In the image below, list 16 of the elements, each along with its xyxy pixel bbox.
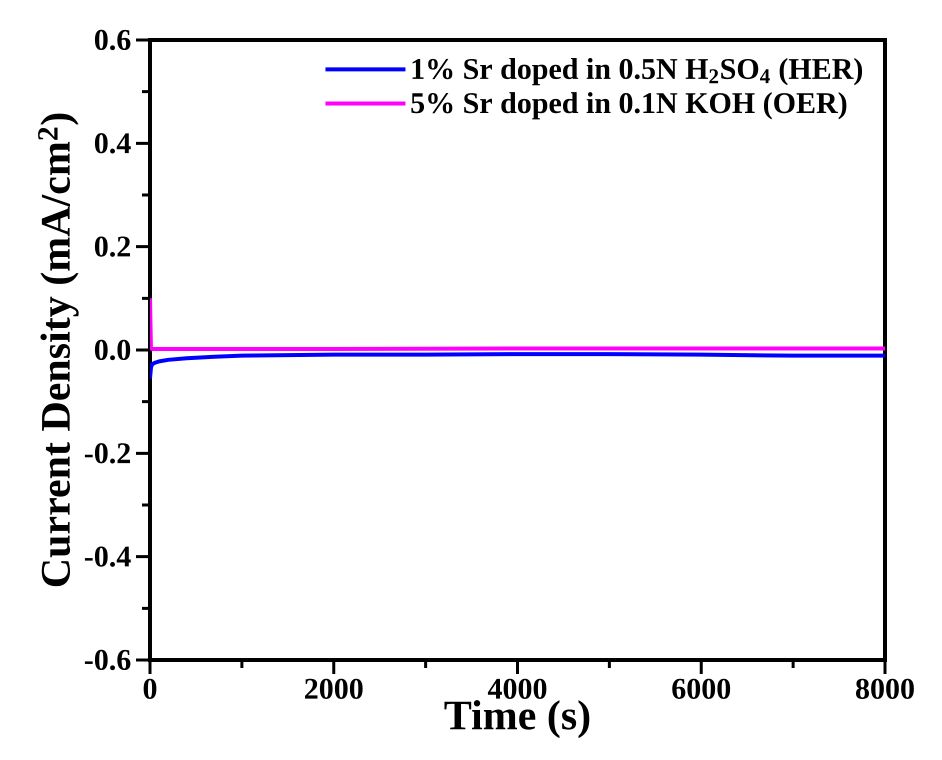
x-tick-label: 2000 — [305, 678, 363, 699]
x-tick-label: 0 — [144, 678, 156, 699]
x-axis-title: Time (s) — [444, 700, 590, 738]
y-axis-title: Current Density (mA/cm$^{2}$) — [38, 114, 79, 586]
y-tick-label: 0.4 — [94, 133, 131, 154]
x-tick-label: 6000 — [672, 678, 730, 699]
x-tick-label: 4000 — [488, 678, 546, 699]
y-tick-label: 0.2 — [94, 236, 130, 257]
y-tick-label: -0.2 — [84, 443, 130, 464]
x-tick-label: 8000 — [856, 678, 914, 699]
y-tick-label: 0.0 — [94, 340, 130, 360]
y-tick-label: -0.6 — [84, 650, 130, 670]
y-tick-label: -0.4 — [84, 546, 131, 567]
legend-label: 5% Sr doped in 0.1N KOH (OER) — [411, 92, 846, 120]
legend-label: 1% Sr doped in 0.5N H$_{2}$SO$_{4}$ (HER) — [412, 58, 862, 86]
y-tick-label: 0.6 — [94, 30, 130, 50]
